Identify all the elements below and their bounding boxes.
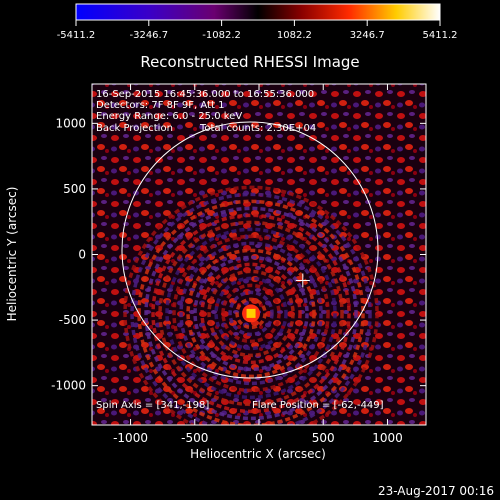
y-axis-label: Heliocentric Y (arcsec)	[5, 187, 19, 322]
x-tick-labels: -1000 -500 0 500 1000	[113, 431, 403, 445]
flare-ring	[228, 290, 274, 337]
colorbar-tick-label: 5411.2	[423, 30, 458, 41]
flare-ring	[172, 234, 330, 393]
x-tick-label: -500	[181, 431, 208, 445]
flare-position-text: Flare Position = [-62,-449]	[252, 400, 384, 411]
x-tick-label: 0	[255, 431, 263, 445]
solar-limb	[121, 121, 379, 379]
y-tick-label: 1000	[55, 116, 86, 130]
image-area	[92, 84, 426, 425]
flare-ring	[144, 206, 358, 421]
x-tick-label: 1000	[372, 431, 403, 445]
colorbar-tick-label: -5411.2	[57, 30, 96, 41]
flare-rings	[123, 185, 379, 425]
colorbar-tick-label: -1082.2	[202, 30, 241, 41]
flare-ring	[221, 283, 281, 344]
colorbar-tick-label: -3246.7	[129, 30, 168, 41]
flare-ring	[179, 241, 323, 386]
colorbar-labels: -5411.2 -3246.7 -1082.2 1082.2 3246.7 5411.2	[57, 30, 458, 41]
flare-ring	[130, 192, 372, 425]
flare-ring	[186, 248, 316, 379]
info-line-counts: Total counts: 2.30E+04	[199, 123, 316, 134]
flare-ring	[200, 262, 302, 365]
colorbar-tick-label: 3246.7	[350, 30, 385, 41]
y-tick-labels: 1000 500 0 -500 -1000	[51, 116, 86, 392]
info-block: 16-Sep-2015 16:45:36.000 to 16:55:36.000…	[96, 89, 316, 134]
flare-ring	[158, 220, 344, 407]
colorbar	[75, 3, 441, 21]
flare-ring	[235, 297, 267, 330]
info-line-time: 16-Sep-2015 16:45:36.000 to 16:55:36.000	[96, 89, 314, 100]
info-line-energy: Energy Range: 6.0 - 25.0 keV	[96, 111, 242, 122]
info-line-detectors: Detectors: 7F 8F 9F, Att 1	[96, 100, 224, 111]
x-ticks	[130, 84, 388, 425]
info-line-method: Back Projection	[96, 123, 173, 134]
y-tick-label: 500	[63, 182, 86, 196]
flare-ring	[123, 185, 379, 425]
x-tick-label: 500	[312, 431, 335, 445]
date-stamp: 23-Aug-2017 00:16	[378, 484, 494, 498]
plot-title: Reconstructed RHESSI Image	[140, 53, 359, 71]
flare-ring	[137, 199, 365, 425]
x-axis-label: Heliocentric X (arcsec)	[190, 447, 326, 461]
colorbar-ticks	[75, 20, 441, 26]
y-tick-label: 0	[78, 248, 86, 262]
flare-ring	[207, 269, 295, 358]
y-tick-label: -500	[59, 313, 86, 327]
y-tick-label: -1000	[51, 379, 86, 393]
spin-axis-text: Spin Axis = [341,-198]	[96, 400, 209, 411]
flare-ring	[151, 213, 351, 414]
x-tick-label: -1000	[113, 431, 148, 445]
y-ticks	[92, 122, 426, 387]
spin-axis-marker	[295, 273, 310, 288]
flare-core	[246, 308, 256, 318]
flare-ring	[214, 276, 288, 351]
flare-ring	[165, 227, 337, 400]
colorbar-tick-label: 1082.2	[277, 30, 312, 41]
flare-ring	[193, 255, 309, 372]
